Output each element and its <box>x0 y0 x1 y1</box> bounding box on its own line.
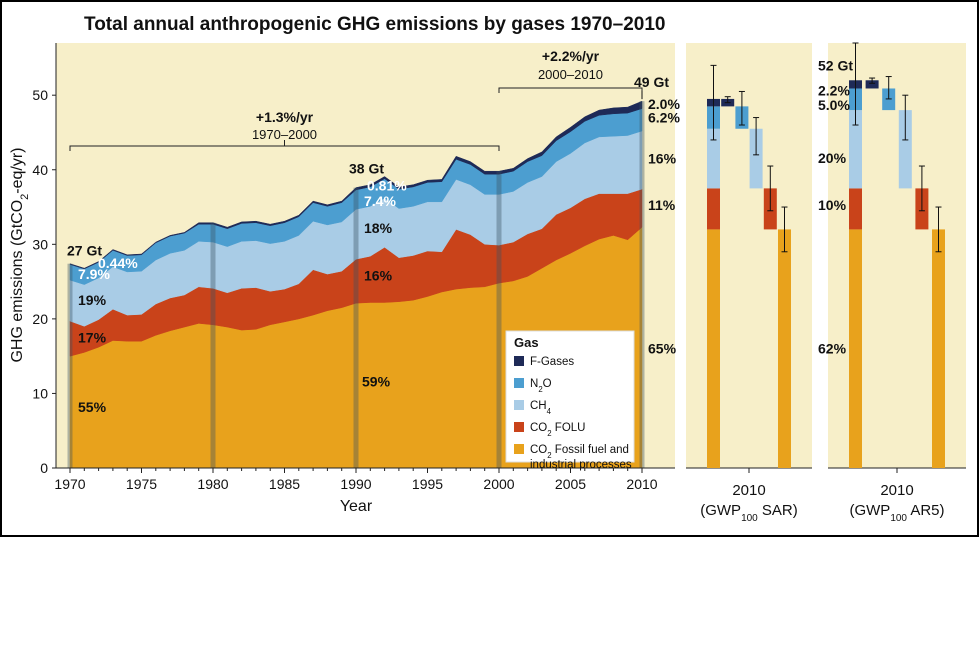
side-bar-ch4-1 <box>898 110 912 189</box>
side-bar-fossil-1 <box>932 229 945 468</box>
pct-1970-ch4: 19% <box>78 292 107 308</box>
legend-label-3: CO2 FOLU <box>530 422 585 438</box>
total-1970: 27 Gt <box>67 243 102 259</box>
x-tick-label-2010: 2010 <box>626 476 657 492</box>
year-marker-1980 <box>210 222 216 468</box>
year-marker-1970 <box>67 263 73 468</box>
side-panel-bg-0 <box>686 43 812 468</box>
legend-swatch-0 <box>514 356 524 366</box>
legend-label-1: N2O <box>530 378 552 394</box>
x-tick-label-1990: 1990 <box>340 476 371 492</box>
pct-1970-fgas: 0.44% <box>98 255 138 271</box>
year-marker-1990 <box>353 187 359 469</box>
y-tick-label-30: 30 <box>32 236 48 252</box>
pct-1970-n2o: 7.9% <box>78 266 110 282</box>
annotation-period-2000-2010: 2000–2010 <box>538 67 603 82</box>
annotation-rate-2000-2010: +2.2%/yr <box>542 48 600 64</box>
total-1990: 38 Gt <box>349 161 384 177</box>
pct-1990-fossil: 59% <box>362 374 391 390</box>
side-pct-fgas-1: 2.2% <box>818 83 850 99</box>
annotation-period-1970-2000: 1970–2000 <box>252 127 317 142</box>
pct-2010-fgas: 2.0% <box>648 96 680 112</box>
x-tick-label-1980: 1980 <box>197 476 228 492</box>
legend-title: Gas <box>514 335 539 350</box>
legend-swatch-4 <box>514 444 524 454</box>
pct-1990-n2o: 7.4% <box>364 193 396 209</box>
legend-label-0: F-Gases <box>530 356 574 368</box>
x-tick-label-2005: 2005 <box>555 476 586 492</box>
pct-1990-fgas: 0.81% <box>367 177 407 193</box>
side-pct-ch4-1: 20% <box>818 150 847 166</box>
pct-1970-folu: 17% <box>78 330 107 346</box>
legend-box <box>505 330 635 463</box>
pct-1970-fossil: 55% <box>78 399 107 415</box>
side-bar-ch4-0 <box>749 128 763 189</box>
side-total-folu-0 <box>707 188 720 230</box>
total-2010: 49 Gt <box>634 74 669 90</box>
x-tick-label-2000: 2000 <box>483 476 514 492</box>
side-total-fossil-0 <box>707 229 720 468</box>
side-total-folu-1 <box>849 188 862 230</box>
area-series-4 <box>69 100 643 270</box>
x-tick-label-1970: 1970 <box>54 476 85 492</box>
legend-label-4-line2: industrial processes <box>530 459 632 471</box>
x-tick-label-1975: 1975 <box>126 476 157 492</box>
bracket-2000-2010 <box>498 87 643 93</box>
side-total-ch4-0 <box>707 128 720 189</box>
side-pct-n2o-1: 5.0% <box>818 97 850 113</box>
side-pct-folu-1: 10% <box>818 197 847 213</box>
side-total-label-1: 52 Gt <box>818 57 853 73</box>
pct-2010-ch4: 16% <box>648 151 677 167</box>
pct-1990-folu: 16% <box>364 268 393 284</box>
legend-swatch-1 <box>514 378 524 388</box>
side-bar-fossil-0 <box>778 229 791 468</box>
x-tick-label-1985: 1985 <box>269 476 300 492</box>
y-tick-label-50: 50 <box>32 87 48 103</box>
side-panel-metric-1: (GWP100 AR5) <box>849 502 944 524</box>
side-bar-fgas-1 <box>865 80 879 89</box>
chart-title: Total annual anthropogenic GHG emissions… <box>84 14 666 35</box>
side-panel-year-1: 2010 <box>880 482 913 499</box>
pct-2010-fossil: 65% <box>648 341 677 357</box>
y-tick-label-0: 0 <box>40 460 48 476</box>
pct-2010-n2o: 6.2% <box>648 110 680 126</box>
legend-swatch-2 <box>514 400 524 410</box>
x-tick-label-1995: 1995 <box>412 476 443 492</box>
annotation-rate-1970-2000: +1.3%/yr <box>256 109 314 125</box>
year-marker-2000 <box>496 171 502 469</box>
side-panel-year-0: 2010 <box>732 482 765 499</box>
year-marker-2010 <box>639 101 645 468</box>
legend-swatch-3 <box>514 422 524 432</box>
legend-label-4: CO2 Fossil fuel and <box>530 444 629 460</box>
side-total-ch4-1 <box>849 110 862 189</box>
pct-1990-ch4: 18% <box>364 220 393 236</box>
x-axis-label: Year <box>340 498 373 515</box>
y-tick-label-20: 20 <box>32 311 48 327</box>
y-axis-label: GHG emissions (GtCO2-eq/yr) <box>9 147 31 362</box>
legend-label-2: CH4 <box>530 400 552 416</box>
pct-2010-folu: 11% <box>648 197 676 213</box>
side-pct-fossil-1: 62% <box>818 341 847 357</box>
y-tick-label-40: 40 <box>32 162 48 178</box>
side-panel-metric-0: (GWP100 SAR) <box>700 502 798 524</box>
y-tick-label-10: 10 <box>32 385 48 401</box>
side-total-fossil-1 <box>849 229 862 468</box>
